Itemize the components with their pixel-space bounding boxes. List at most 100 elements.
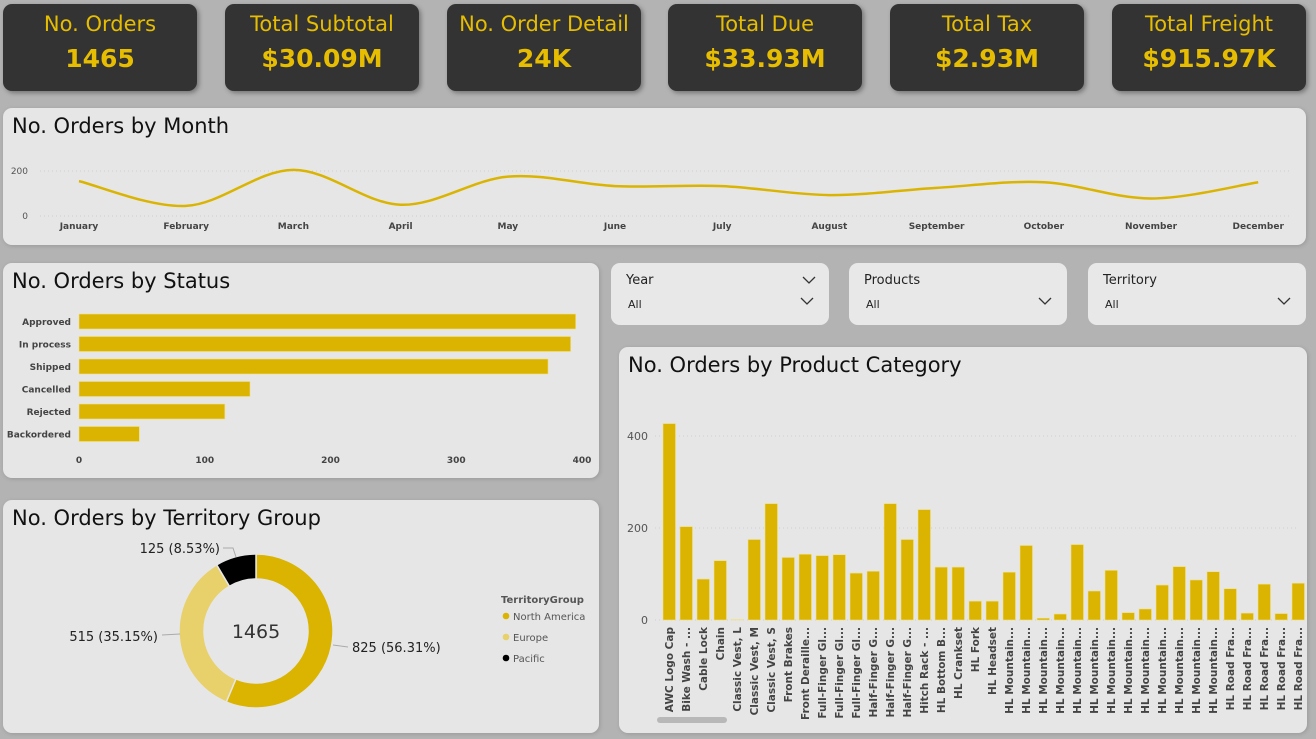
product-bar: [934, 566, 948, 621]
x-tick-label: HL Mountain...: [1004, 627, 1016, 714]
slicer-value[interactable]: All: [1105, 298, 1119, 311]
legend-marker: [502, 612, 510, 620]
chevron-down-icon[interactable]: [802, 270, 816, 284]
slicer-label: Territory: [1103, 273, 1157, 288]
x-tick-label: HL Crankset: [953, 627, 965, 699]
x-tick-label: September: [909, 222, 965, 232]
x-tick-label: May: [497, 222, 518, 232]
kpi-value: $2.93M: [935, 44, 1039, 73]
legend-marker: [502, 633, 510, 641]
product-bar: [1206, 571, 1220, 621]
x-tick-label: HL Mountain...: [1021, 627, 1033, 714]
slicer-year[interactable]: Year All: [611, 263, 829, 325]
product-bar: [1274, 613, 1288, 621]
y-tick-label: 400: [627, 430, 648, 443]
x-tick-label: Hitch Rack - ...: [919, 627, 931, 714]
kpi-title: Total Subtotal: [250, 12, 394, 36]
series-line: [78, 168, 1259, 208]
product-bar: [917, 509, 931, 621]
product-bar: [849, 572, 863, 621]
slicer-label: Year: [626, 273, 654, 288]
legend-item: Pacific: [513, 654, 545, 665]
product-bar: [1121, 612, 1135, 621]
product-bar: [1036, 617, 1050, 621]
y-tick-label: 0: [641, 614, 648, 627]
status-bar: [78, 381, 251, 397]
kpi-value: $33.93M: [704, 44, 826, 73]
leader-line: [332, 644, 349, 648]
kpi-card: Total Subtotal $30.09M: [225, 4, 419, 91]
product-bar: [1223, 588, 1237, 621]
x-tick-label: HL Road Fra...: [1225, 627, 1237, 710]
legend-marker: [502, 654, 510, 662]
kpi-value: 24K: [516, 44, 572, 73]
x-tick-label: HL Mountain...: [1174, 627, 1186, 714]
kpi-card: Total Tax $2.93M: [890, 4, 1084, 91]
x-tick-label: AWC Logo Cap: [664, 627, 676, 713]
chevron-down-icon[interactable]: [1277, 293, 1291, 307]
status-bar: [78, 358, 549, 375]
x-tick-label: Half-Finger G...: [885, 627, 897, 718]
slicer-value[interactable]: All: [866, 298, 880, 311]
x-tick-label: July: [712, 222, 732, 232]
panel-title: No. Orders by Month: [12, 114, 230, 138]
data-label: 125 (8.53%): [140, 542, 220, 557]
y-tick-label: Cancelled: [22, 386, 71, 396]
donut-slice: [225, 553, 334, 709]
y-tick-label: In process: [19, 341, 71, 351]
orders-by-month-panel: No. Orders by Month: [3, 108, 1306, 245]
x-tick-label: Full-Finger Gl...: [817, 627, 829, 719]
product-bar: [815, 555, 829, 621]
kpi-value: $915.97K: [1142, 44, 1276, 73]
slicer-territory[interactable]: Territory All: [1088, 263, 1306, 325]
x-tick-label: June: [603, 222, 626, 232]
slicer-products[interactable]: Products All: [849, 263, 1067, 325]
legend-title: TerritoryGroup: [501, 595, 584, 606]
slicer-value[interactable]: All: [628, 298, 642, 311]
x-tick-label: HL Bottom B...: [936, 627, 948, 713]
kpi-value: 1465: [65, 44, 135, 73]
x-tick-label: HL Road Fra...: [1276, 627, 1288, 710]
data-label: 825 (56.31%): [352, 641, 441, 656]
x-tick-label: April: [389, 222, 413, 232]
x-tick-label: 100: [195, 456, 214, 466]
status-bar: [78, 403, 226, 420]
chevron-down-icon[interactable]: [800, 293, 814, 307]
panel-title: No. Orders by Product Category: [628, 353, 962, 377]
x-tick-label: October: [1024, 222, 1065, 232]
product-bar: [1240, 612, 1254, 621]
product-bar: [900, 539, 914, 621]
kpi-card: No. Order Detail 24K: [447, 4, 641, 91]
x-tick-label: HL Road Fra...: [1293, 627, 1305, 710]
x-tick-label: August: [811, 222, 848, 232]
x-tick-label: HL Mountain...: [1038, 627, 1050, 714]
product-bar: [798, 553, 812, 621]
x-tick-label: March: [278, 222, 309, 232]
x-tick-label: December: [1233, 222, 1285, 232]
product-bar: [1257, 583, 1271, 621]
x-tick-label: Classic Vest, S: [766, 627, 778, 713]
product-bar: [1291, 582, 1305, 621]
chevron-down-icon[interactable]: [1038, 293, 1052, 307]
x-tick-label: HL Mountain...: [1208, 627, 1220, 714]
product-bar: [781, 557, 795, 621]
y-tick-label: Rejected: [27, 408, 71, 418]
product-bar: [1070, 544, 1084, 621]
x-tick-label: HL Mountain...: [1089, 627, 1101, 714]
product-bar: [866, 570, 880, 621]
leader-line: [161, 633, 181, 636]
x-tick-label: HL Mountain...: [1191, 627, 1203, 714]
product-bar: [1189, 579, 1203, 621]
product-bar: [747, 539, 761, 621]
x-tick-label: Front Deraille...: [800, 627, 812, 720]
y-tick-label: Shipped: [30, 363, 71, 373]
product-bar: [1002, 571, 1016, 621]
horizontal-scrollbar[interactable]: [657, 717, 727, 723]
donut-slice: [215, 553, 257, 588]
kpi-title: No. Orders: [43, 12, 157, 36]
x-tick-label: February: [163, 222, 209, 232]
x-tick-label: Half-Finger G...: [868, 627, 880, 718]
product-bar: [1019, 545, 1033, 621]
product-bar: [1053, 613, 1067, 621]
